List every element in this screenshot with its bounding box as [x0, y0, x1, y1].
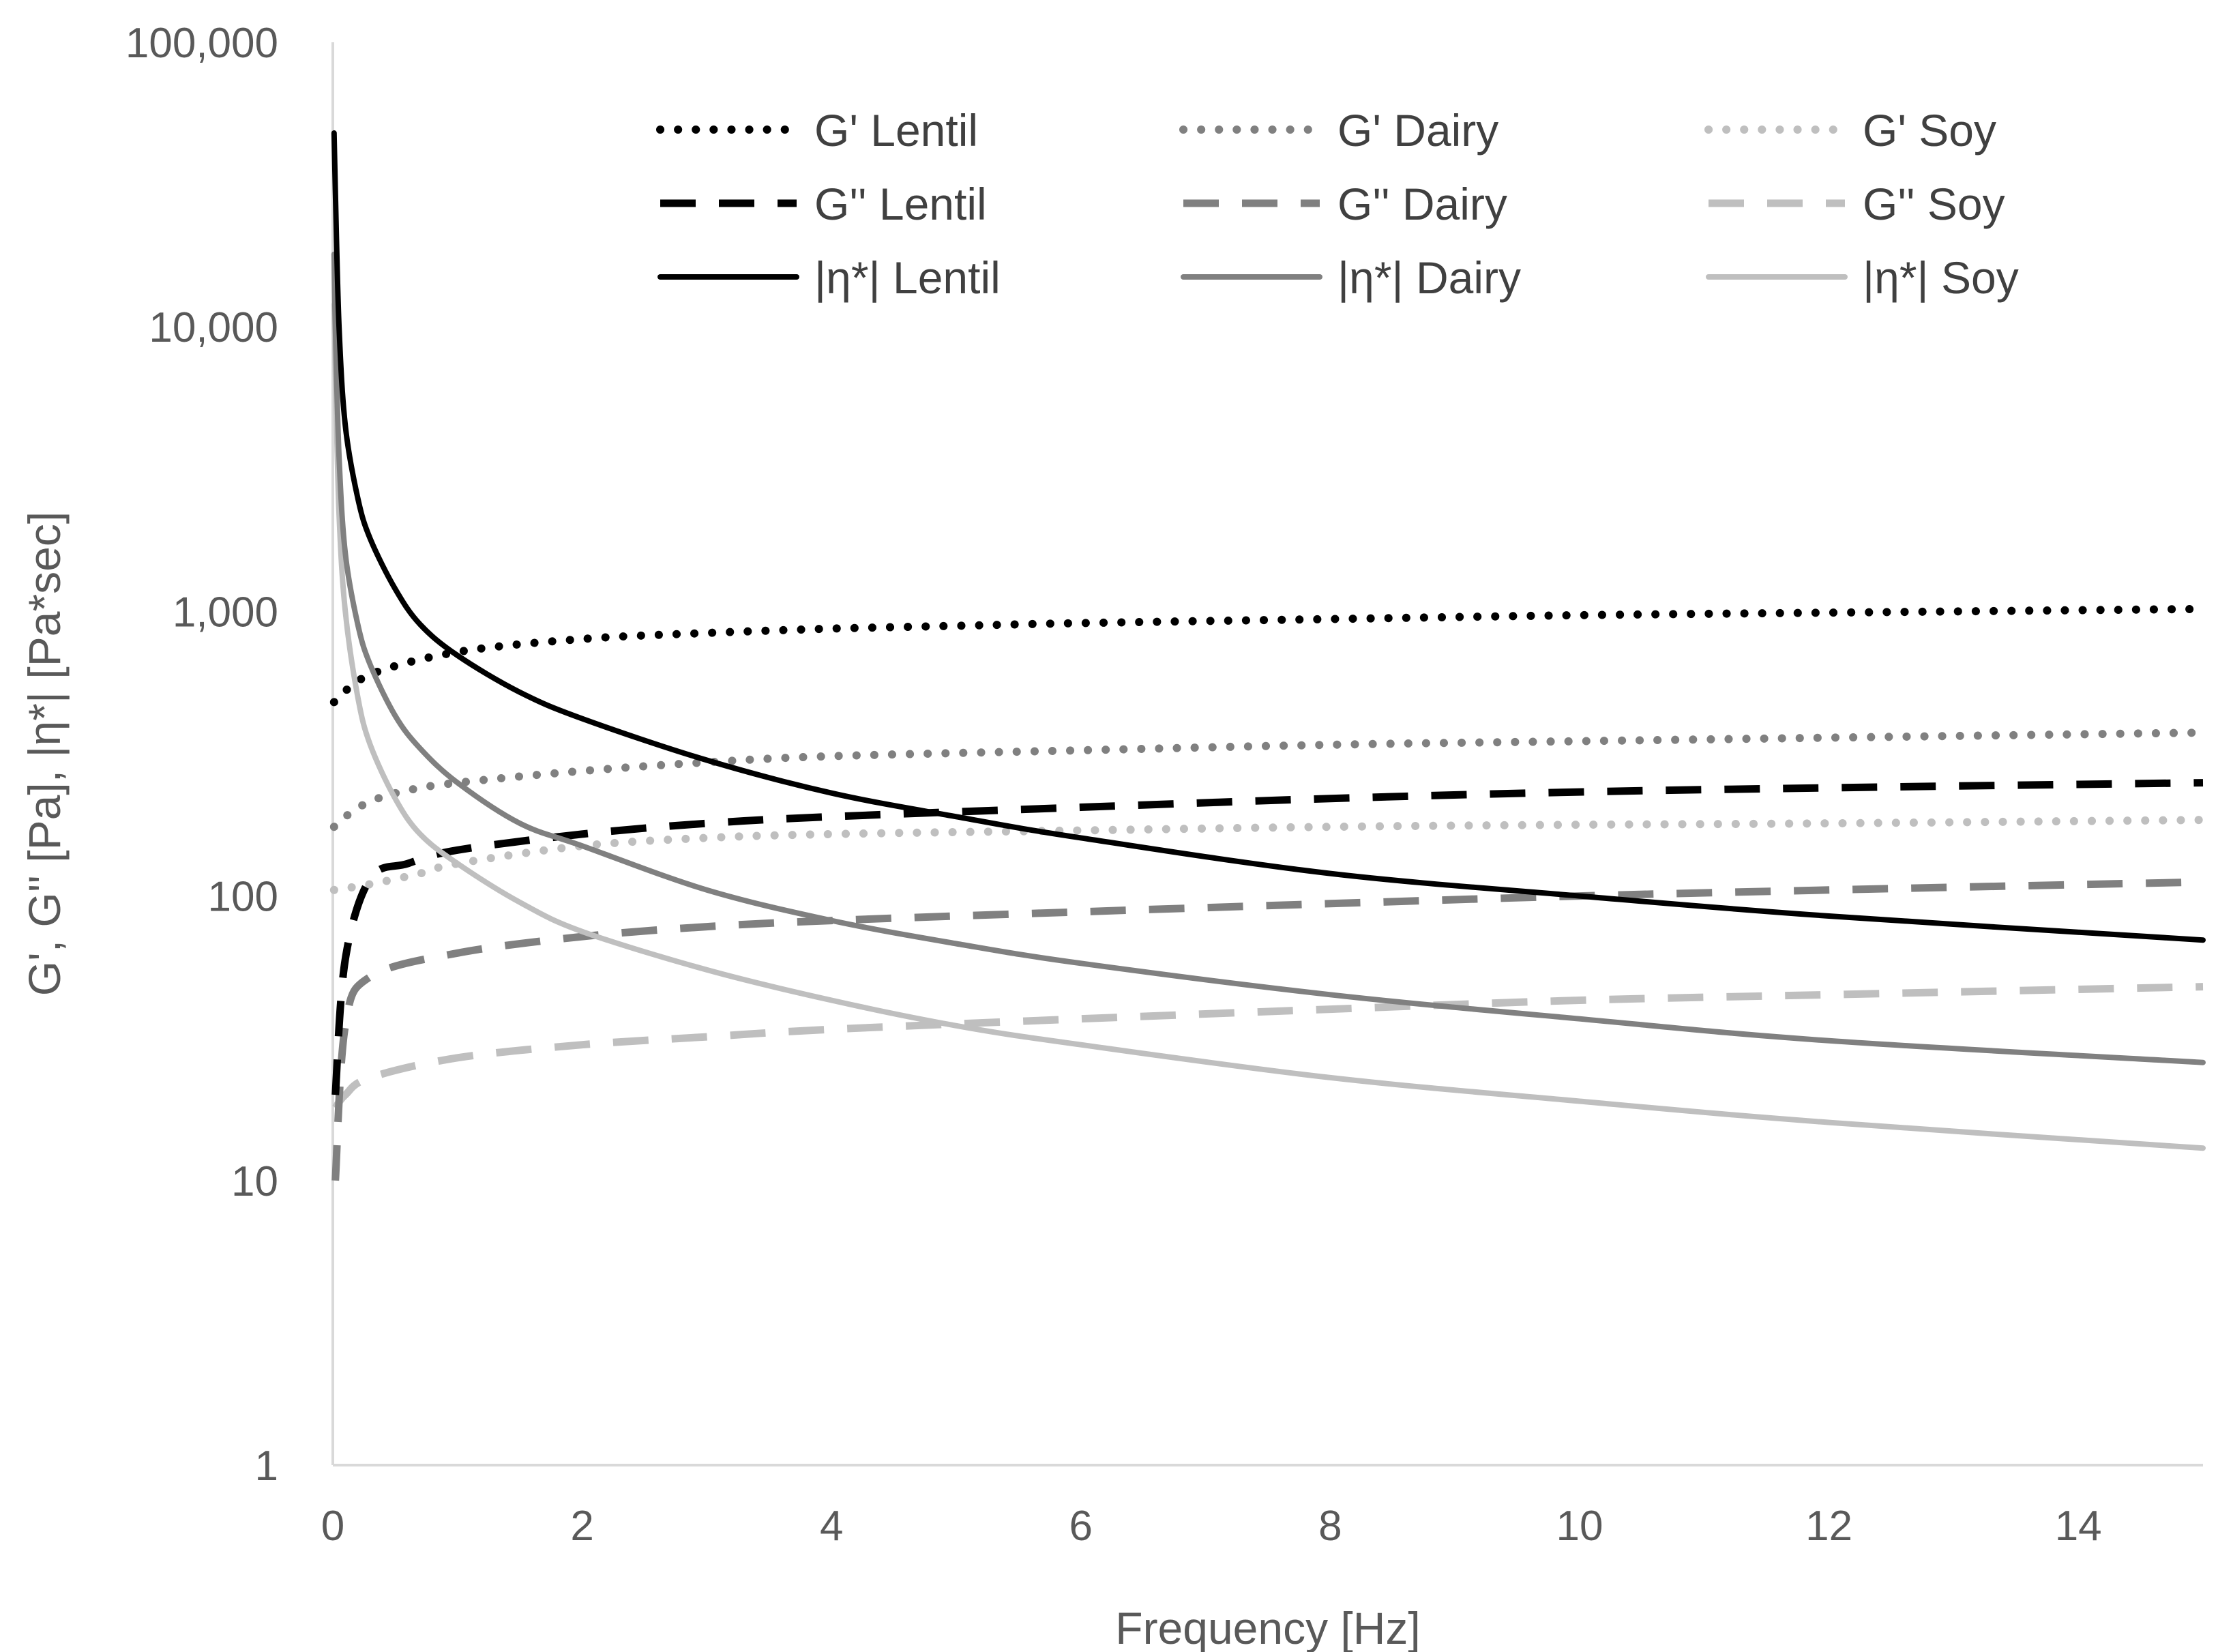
legend-label-6: |η*| Lentil: [814, 252, 1001, 303]
legend-label-4: G'' Dairy: [1337, 179, 1507, 229]
y-axis-title: G', G'' [Pa], |η*| [Pa*sec]: [19, 512, 70, 996]
x-tick-label: 14: [2055, 1503, 2102, 1550]
series-line-7: [331, 251, 2206, 1065]
series-line-0: [329, 604, 2207, 707]
y-tick-label: 10,000: [149, 304, 278, 351]
y-tick-label: 100: [208, 874, 278, 921]
series-line-3: [331, 779, 2204, 1095]
legend-label-3: G'' Lentil: [814, 179, 987, 229]
x-tick-label: 12: [1805, 1503, 1852, 1550]
legend-label-5: G'' Soy: [1863, 179, 2005, 229]
series-line-8: [331, 301, 2206, 1151]
x-tick-label: 4: [820, 1503, 843, 1550]
y-tick-label: 100,000: [125, 20, 278, 67]
series-layer: [329, 130, 2207, 1181]
series-line-4: [331, 878, 2204, 1181]
y-tick-label: 10: [231, 1158, 278, 1205]
series-line-5: [332, 983, 2204, 1110]
x-tick-label: 2: [570, 1503, 593, 1550]
series-line-1: [329, 728, 2207, 831]
x-tick-label: 8: [1318, 1503, 1342, 1550]
series-line-6: [331, 130, 2206, 943]
legend: G' Lentil G' Dairy G' Soy G'' Lentil G'' Dai…: [656, 105, 2019, 303]
legend-label-8: |η*| Soy: [1863, 252, 2019, 303]
x-axis-ticks: 0 2 4 6 8 10 12 14: [321, 1503, 2102, 1550]
y-tick-label: 1,000: [173, 589, 278, 636]
legend-label-1: G' Dairy: [1337, 105, 1498, 156]
y-axis-ticks: 1 10 100 1,000 10,000 100,000: [125, 20, 278, 1490]
x-tick-label: 10: [1556, 1503, 1603, 1550]
legend-label-0: G' Lentil: [814, 105, 978, 156]
legend-label-7: |η*| Dairy: [1337, 252, 1521, 303]
y-tick-label: 1: [255, 1443, 278, 1490]
x-tick-label: 0: [321, 1503, 344, 1550]
x-tick-label: 6: [1069, 1503, 1093, 1550]
legend-label-2: G' Soy: [1863, 105, 1996, 156]
x-axis-title: Frequency [Hz]: [1115, 1603, 1421, 1652]
